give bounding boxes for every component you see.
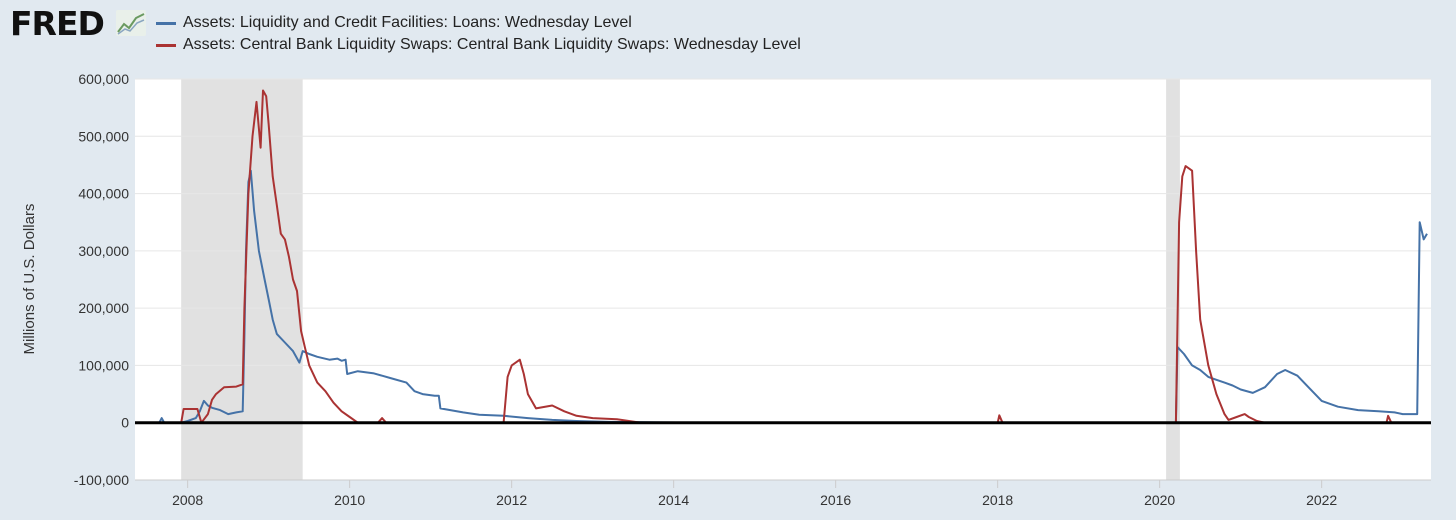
x-tick-label: 2014: [658, 492, 689, 508]
fred-graph-icon: [116, 10, 146, 36]
x-tick-label: 2012: [496, 492, 527, 508]
legend-label-swaps: Assets: Central Bank Liquidity Swaps: Ce…: [183, 36, 801, 53]
y-tick-label: 300,000: [78, 243, 129, 259]
legend: Assets: Liquidity and Credit Facilities:…: [156, 12, 801, 56]
y-axis-ticks: -100,000 0 100,000 200,000 300,000 400,000 500…: [74, 71, 129, 488]
x-axis-ticks: 2008 2010 2012 2014 2016 2018 2020 2022: [135, 479, 1431, 508]
legend-label-loans: Assets: Liquidity and Credit Facilities:…: [183, 14, 632, 31]
series-line-loans: [135, 169, 1428, 424]
legend-item-loans[interactable]: Assets: Liquidity and Credit Facilities:…: [156, 12, 801, 34]
y-tick-label: 100,000: [78, 357, 129, 373]
x-tick-label: 2018: [982, 492, 1013, 508]
x-tick-label: 2016: [820, 492, 851, 508]
fred-logo[interactable]: FRED: [10, 4, 105, 43]
y-tick-label: 500,000: [78, 128, 129, 144]
y-tick-label: 400,000: [78, 186, 129, 202]
legend-swatch-loans: [156, 21, 176, 25]
y-tick-label: 600,000: [78, 71, 129, 87]
x-tick-label: 2008: [172, 492, 203, 508]
y-tick-label: 0: [121, 415, 129, 431]
recession-band: [181, 79, 303, 480]
y-tick-label: 200,000: [78, 300, 129, 316]
plot-area: [135, 79, 1431, 480]
x-tick-label: 2010: [334, 492, 365, 508]
legend-item-swaps[interactable]: Assets: Central Bank Liquidity Swaps: Ce…: [156, 34, 801, 56]
y-tick-label: -100,000: [74, 472, 129, 488]
x-tick-label: 2022: [1306, 492, 1337, 508]
x-tick-label: 2020: [1144, 492, 1175, 508]
y-axis-label: Millions of U.S. Dollars: [21, 204, 38, 355]
legend-swatch-swaps: [156, 43, 176, 47]
